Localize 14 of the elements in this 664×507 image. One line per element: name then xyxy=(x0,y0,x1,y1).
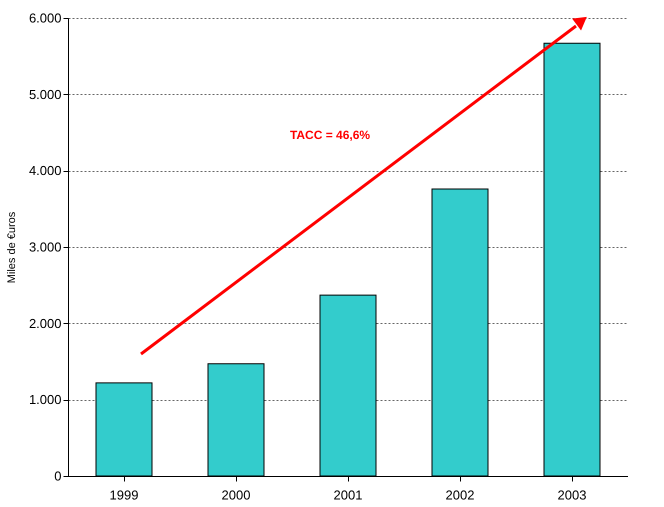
y-tick-label: 2.000 xyxy=(28,316,62,331)
y-tick-label: 5.000 xyxy=(28,86,62,102)
annotation: TACC = 46,6% xyxy=(290,128,370,142)
y-axis-title: Miles de €uros xyxy=(6,211,18,284)
x-tick-label: 2003 xyxy=(558,488,586,502)
y-tick-label: 0 xyxy=(54,468,62,484)
y-tick-label: 6.000 xyxy=(28,10,62,26)
x-tick-label: 2002 xyxy=(446,488,474,502)
y-tick-label: 4.000 xyxy=(28,163,62,178)
x-tick-label: 1999 xyxy=(110,488,138,502)
x-tick-label: 2001 xyxy=(334,488,362,502)
x-tick-label: 2000 xyxy=(222,488,250,502)
y-tick-label: 1.000 xyxy=(28,392,62,408)
y-tick-label: 3.000 xyxy=(28,240,62,254)
